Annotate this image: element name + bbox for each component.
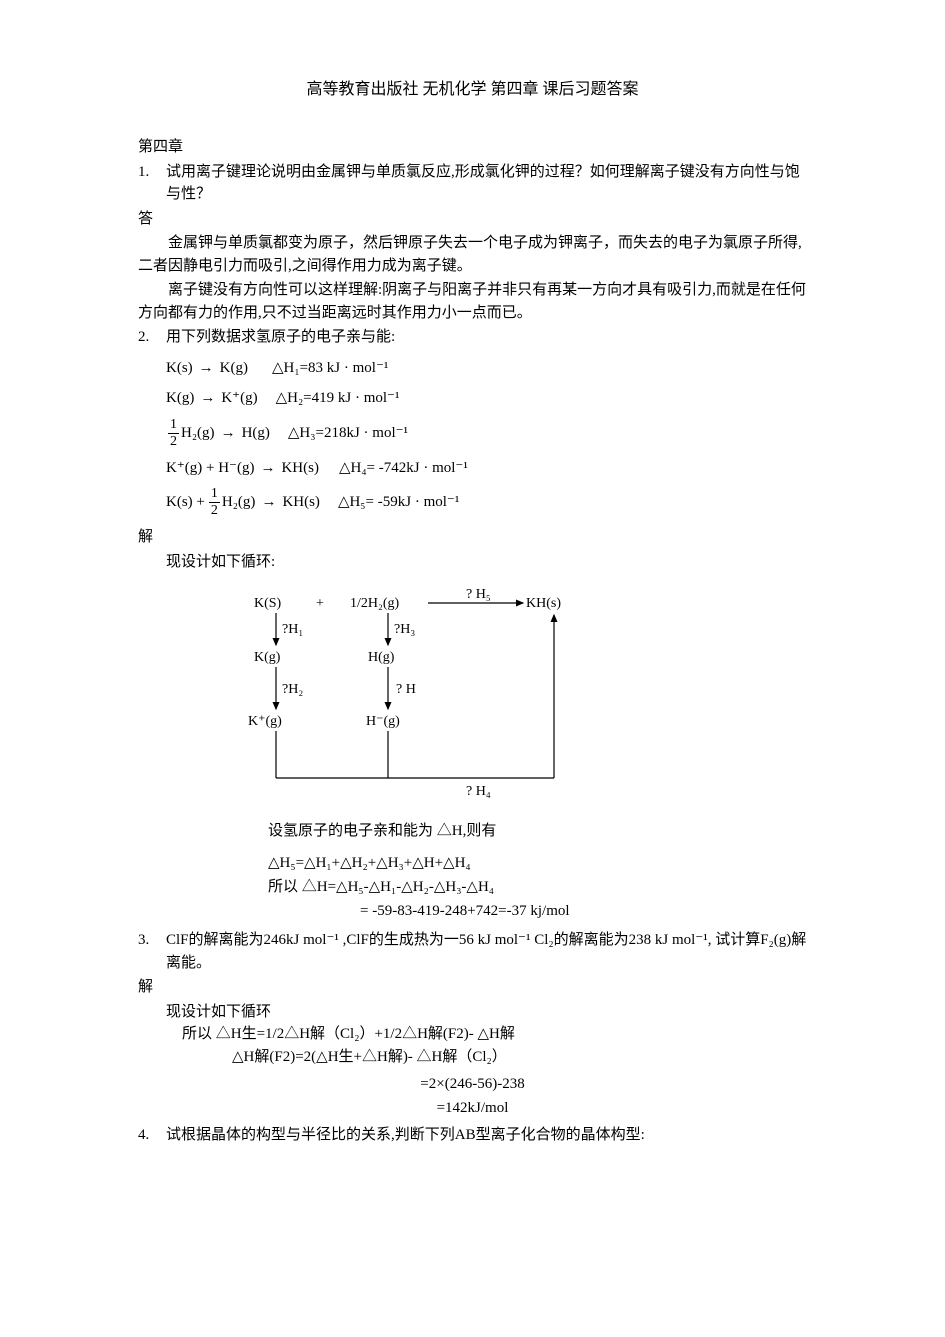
fraction-half: 1 2 [168, 418, 179, 449]
question-3: 3. ClF的解离能为246kJ mol⁻¹ ,ClF的生成热为一56 kJ m… [138, 929, 807, 974]
eq5-h2g: H₂(g) [222, 491, 256, 514]
label-dh1: ?H₁ [282, 619, 303, 640]
arrow-icon: → [260, 457, 275, 480]
born-haber-cycle-diagram: K(S) + 1/2H₂(g) KH(s) ? H₅ ?H₁ ?H₃ K(g) … [238, 583, 618, 813]
eq5-delta: △H₅= -59kJ · mol⁻¹ [338, 491, 459, 514]
eq3-right: H(g) [242, 422, 270, 445]
question-1: 1. 试用离子键理论说明由金属钾与单质氯反应,形成氯化钾的过程？如何理解离子键没… [138, 161, 807, 206]
q3-text: ClF的解离能为246kJ mol⁻¹ ,ClF的生成热为一56 kJ mol⁻… [166, 929, 807, 974]
q3-calc-l3: =2×(246-56)-238 [138, 1072, 807, 1096]
node-hminus: H⁻(g) [366, 711, 400, 732]
arrow-icon: → [200, 387, 215, 410]
label-dh3: ?H₃ [394, 619, 415, 640]
eq5-right: KH(s) [282, 491, 320, 514]
q3-answer-label: 解 [138, 976, 807, 999]
eq2-left: K(g) [166, 387, 194, 410]
eq1-left: K(s) [166, 357, 193, 380]
q2-text: 用下列数据求氢原子的电子亲与能: [166, 326, 807, 349]
frac-num: 1 [168, 418, 179, 434]
arrow-icon: → [261, 491, 276, 514]
q2-answer-label: 解 [138, 526, 807, 549]
eq1-delta: △H₁=83 kJ · mol⁻¹ [272, 357, 388, 380]
q3-calc-l2: △H解(F2)=2(△H生+△H解)- △H解（Cl₂） [182, 1046, 807, 1069]
q3-calc-l4: =142kJ/mol [138, 1096, 807, 1120]
node-plus: + [316, 593, 324, 614]
q1-answer-p2: 离子键没有方向性可以这样理解:阴离子与阳离子并非只有再某一方向才具有吸引力,而就… [138, 279, 807, 324]
node-khs: KH(s) [526, 593, 561, 614]
page-title: 高等教育出版社 无机化学 第四章 课后习题答案 [138, 78, 807, 102]
q2-equation-1: K(s) → K(g) △H₁=83 kJ · mol⁻¹ [166, 357, 807, 380]
arrow-icon: → [199, 357, 214, 380]
question-4: 4. 试根据晶体的构型与半径比的关系,判断下列AB型离子化合物的晶体构型: [138, 1124, 807, 1147]
q3-design-text: 现设计如下循环 [138, 1001, 807, 1024]
node-kg: K(g) [254, 647, 280, 668]
eq3-h2g: H₂(g) [181, 422, 215, 445]
question-2: 2. 用下列数据求氢原子的电子亲与能: [138, 326, 807, 349]
q2-equation-2: K(g) → K⁺(g) △H₂=419 kJ · mol⁻¹ [166, 387, 807, 410]
q2-calc-l1: 设氢原子的电子亲和能为 △H,则有 [268, 819, 807, 843]
q2-calc-l2: △H₅=△H₁+△H₂+△H₃+△H+△H₄ [268, 851, 807, 875]
eq4-delta: △H₄= -742kJ · mol⁻¹ [339, 457, 468, 480]
q4-number: 4. [138, 1124, 166, 1147]
label-dh4: ? H₄ [466, 781, 491, 802]
label-dh: ? H [396, 679, 416, 700]
fraction-half: 1 2 [209, 487, 220, 518]
q1-number: 1. [138, 161, 166, 206]
q2-calc-l4: = -59-83-419-248+742=-37 kj/mol [268, 899, 807, 923]
frac-den: 2 [168, 434, 179, 449]
q2-calc-block: 设氢原子的电子亲和能为 △H,则有 △H₅=△H₁+△H₂+△H₃+△H+△H₄… [268, 819, 807, 923]
eq5-left: K(s) + [166, 491, 205, 514]
q2-calc-l3: 所以 △H=△H₅-△H₁-△H₂-△H₃-△H₄ [268, 875, 807, 899]
eq2-right: K⁺(g) [221, 387, 257, 410]
q1-answer-label: 答 [138, 208, 807, 231]
eq1-right: K(g) [220, 357, 248, 380]
q2-equation-3: 1 2 H₂(g) → H(g) △H₃=218kJ · mol⁻¹ [166, 418, 807, 449]
frac-den: 2 [209, 503, 220, 518]
q3-calc-l1: 所以 △H生=1/2△H解（Cl₂）+1/2△H解(F2)- △H解 [182, 1023, 807, 1046]
q2-design-text: 现设计如下循环: [138, 551, 807, 574]
q1-text: 试用离子键理论说明由金属钾与单质氯反应,形成氯化钾的过程？如何理解离子键没有方向… [166, 161, 807, 206]
frac-num: 1 [209, 487, 220, 503]
q1-answer-p1: 金属钾与单质氯都变为原子，然后钾原子失去一个电子成为钾离子，而失去的电子为氯原子… [138, 232, 807, 277]
label-dh2: ?H₂ [282, 679, 303, 700]
eq3-delta: △H₃=218kJ · mol⁻¹ [288, 422, 408, 445]
arrow-icon: → [221, 422, 236, 445]
chapter-heading: 第四章 [138, 136, 807, 159]
q2-number: 2. [138, 326, 166, 349]
node-ks: K(S) [254, 593, 281, 614]
q2-equation-5: K(s) + 1 2 H₂(g) → KH(s) △H₅= -59kJ · mo… [166, 487, 807, 518]
q3-number: 3. [138, 929, 166, 974]
label-dh5: ? H₅ [466, 584, 491, 605]
eq4-left: K⁺(g) + H⁻(g) [166, 457, 254, 480]
eq4-right: KH(s) [281, 457, 319, 480]
node-kplus: K⁺(g) [248, 711, 282, 732]
q2-equation-4: K⁺(g) + H⁻(g) → KH(s) △H₄= -742kJ · mol⁻… [166, 457, 807, 480]
eq2-delta: △H₂=419 kJ · mol⁻¹ [276, 387, 400, 410]
q4-text: 试根据晶体的构型与半径比的关系,判断下列AB型离子化合物的晶体构型: [166, 1124, 807, 1147]
node-hg: H(g) [368, 647, 394, 668]
node-halfh2: 1/2H₂(g) [350, 593, 399, 614]
